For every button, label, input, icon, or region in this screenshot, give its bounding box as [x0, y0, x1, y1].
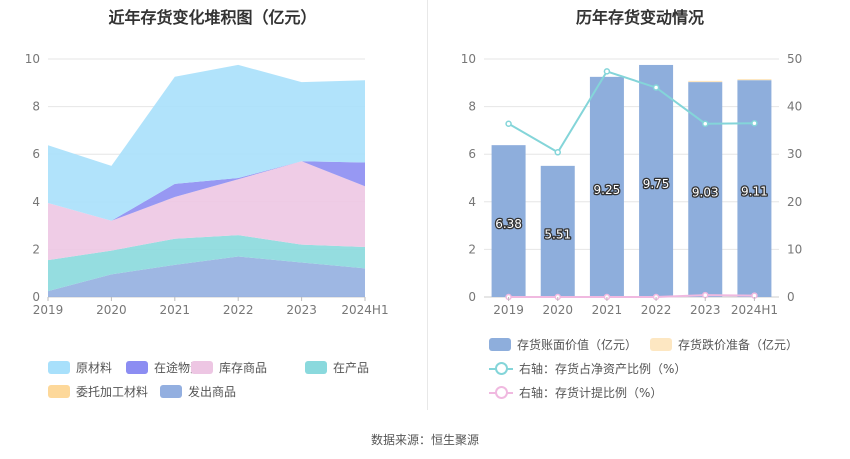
- legend-swatch: [48, 385, 70, 398]
- left-y-tick-label: 10: [25, 52, 40, 66]
- legend-swatch: [305, 361, 327, 374]
- left-x-tick-label: 2023: [286, 303, 317, 317]
- right-chart-title: 历年存货变动情况: [575, 8, 704, 27]
- legend-label: 右轴：存货计提比例（%）: [519, 386, 663, 400]
- right-x-tick-label: 2019: [493, 303, 524, 317]
- bar-inventory-value: [540, 165, 575, 297]
- right-legend-item[interactable]: 存货跌价准备（亿元）: [650, 336, 798, 353]
- left-chart-title: 近年存货变化堆积图（亿元）: [108, 8, 317, 27]
- left-legend-item[interactable]: 在产品: [305, 359, 369, 376]
- left-x-tick-label: 2020: [96, 303, 127, 317]
- left-x-tick-label: 2022: [223, 303, 254, 317]
- bar-inventory-value: [639, 64, 674, 297]
- area-series: [48, 64, 365, 221]
- right-y2-tick-label: 20: [787, 195, 802, 209]
- bar-data-label: 9.03: [692, 186, 719, 200]
- left-y-tick-label: 0: [32, 290, 40, 304]
- right-y-tick-label: 10: [461, 52, 476, 66]
- legend-swatch: [489, 362, 513, 375]
- left-y-tick-label: 8: [32, 100, 40, 114]
- legend-label: 右轴：存货占净资产比例（%）: [519, 362, 687, 376]
- right-y2-tick-label: 50: [787, 52, 802, 66]
- bar-inventory-value: [688, 82, 723, 297]
- left-legend-item[interactable]: 原材料: [48, 359, 112, 376]
- bar-inventory-value: [737, 80, 772, 297]
- area-series: [48, 256, 365, 297]
- right-y-tick-label: 2: [468, 242, 476, 256]
- line-point-net-assets: [702, 120, 709, 127]
- left-y-tick-label: 4: [32, 195, 40, 209]
- legend-label: 存货账面价值（亿元）: [517, 338, 638, 352]
- bar-data-label: 9.11: [741, 185, 768, 199]
- bar-inventory-value: [491, 145, 526, 297]
- legend-swatch: [160, 385, 182, 398]
- left-y-tick-label: 2: [32, 242, 40, 256]
- right-x-tick-label: 2024H1: [731, 303, 778, 317]
- right-x-tick-label: 2023: [690, 303, 721, 317]
- bar-inventory-value: [589, 76, 624, 297]
- legend-swatch: [126, 361, 148, 374]
- line-point-net-assets: [554, 149, 561, 156]
- right-y2-tick-label: 30: [787, 147, 802, 161]
- right-x-tick-label: 2020: [542, 303, 573, 317]
- left-legend-item[interactable]: 发出商品: [160, 383, 236, 400]
- legend-label: 委托加工材料: [76, 385, 149, 399]
- left-y-tick-label: 6: [32, 147, 40, 161]
- line-point-provision: [702, 291, 709, 299]
- right-x-tick-label: 2022: [641, 303, 672, 317]
- bar-impairment-provision: [688, 80, 723, 83]
- line-point-net-assets: [603, 68, 611, 75]
- right-y2-tick-label: 40: [787, 100, 802, 114]
- legend-label: 原材料: [76, 361, 113, 375]
- right-x-tick-label: 2021: [592, 303, 623, 317]
- right-y-tick-label: 4: [468, 195, 476, 209]
- legend-swatch: [489, 386, 513, 399]
- bar-impairment-provision: [737, 78, 772, 81]
- line-point-net-assets: [652, 84, 660, 91]
- left-x-tick-label: 2024H1: [341, 303, 388, 317]
- right-y2-tick-label: 0: [787, 290, 795, 304]
- legend-label: 在途物资: [154, 361, 203, 375]
- left-legend-item[interactable]: 委托加工材料: [48, 383, 148, 400]
- right-y-tick-label: 8: [468, 100, 476, 114]
- legend-swatch: [48, 361, 70, 374]
- area-series: [48, 235, 365, 292]
- right-y-tick-label: 6: [468, 147, 476, 161]
- legend-swatch: [489, 338, 511, 351]
- data-source: 数据来源：恒生聚源: [370, 433, 479, 447]
- right-y-tick-label: 0: [468, 290, 476, 304]
- bar-data-label: 5.51: [544, 227, 571, 241]
- area-series: [48, 161, 365, 221]
- right-legend-item[interactable]: 右轴：存货占净资产比例（%）: [489, 360, 686, 377]
- legend-label: 发出商品: [188, 385, 237, 399]
- legend-label: 库存商品: [219, 361, 268, 375]
- left-x-tick-label: 2019: [33, 303, 64, 317]
- right-legend-item[interactable]: 存货账面价值（亿元）: [489, 336, 637, 353]
- legend-label: 在产品: [333, 361, 370, 375]
- line-point-net-assets: [505, 120, 512, 127]
- panel-divider: [427, 0, 428, 410]
- line-inventory-to-net-assets: [508, 70, 755, 154]
- line-point-net-assets: [751, 120, 758, 127]
- left-legend-item[interactable]: 库存商品: [191, 359, 267, 376]
- line-provision-ratio: [508, 294, 755, 298]
- right-legend-item[interactable]: 右轴：存货计提比例（%）: [489, 384, 662, 401]
- legend-swatch: [650, 338, 672, 351]
- bar-data-label: 9.75: [643, 177, 670, 191]
- bar-data-label: 9.25: [594, 183, 621, 197]
- right-y2-tick-label: 10: [787, 242, 802, 256]
- left-legend-item[interactable]: 在途物资: [126, 359, 202, 376]
- legend-label: 存货跌价准备（亿元）: [678, 338, 799, 352]
- bar-data-label: 6.38: [495, 217, 522, 231]
- left-x-tick-label: 2021: [160, 303, 191, 317]
- area-series: [48, 161, 365, 261]
- legend-swatch: [191, 361, 213, 374]
